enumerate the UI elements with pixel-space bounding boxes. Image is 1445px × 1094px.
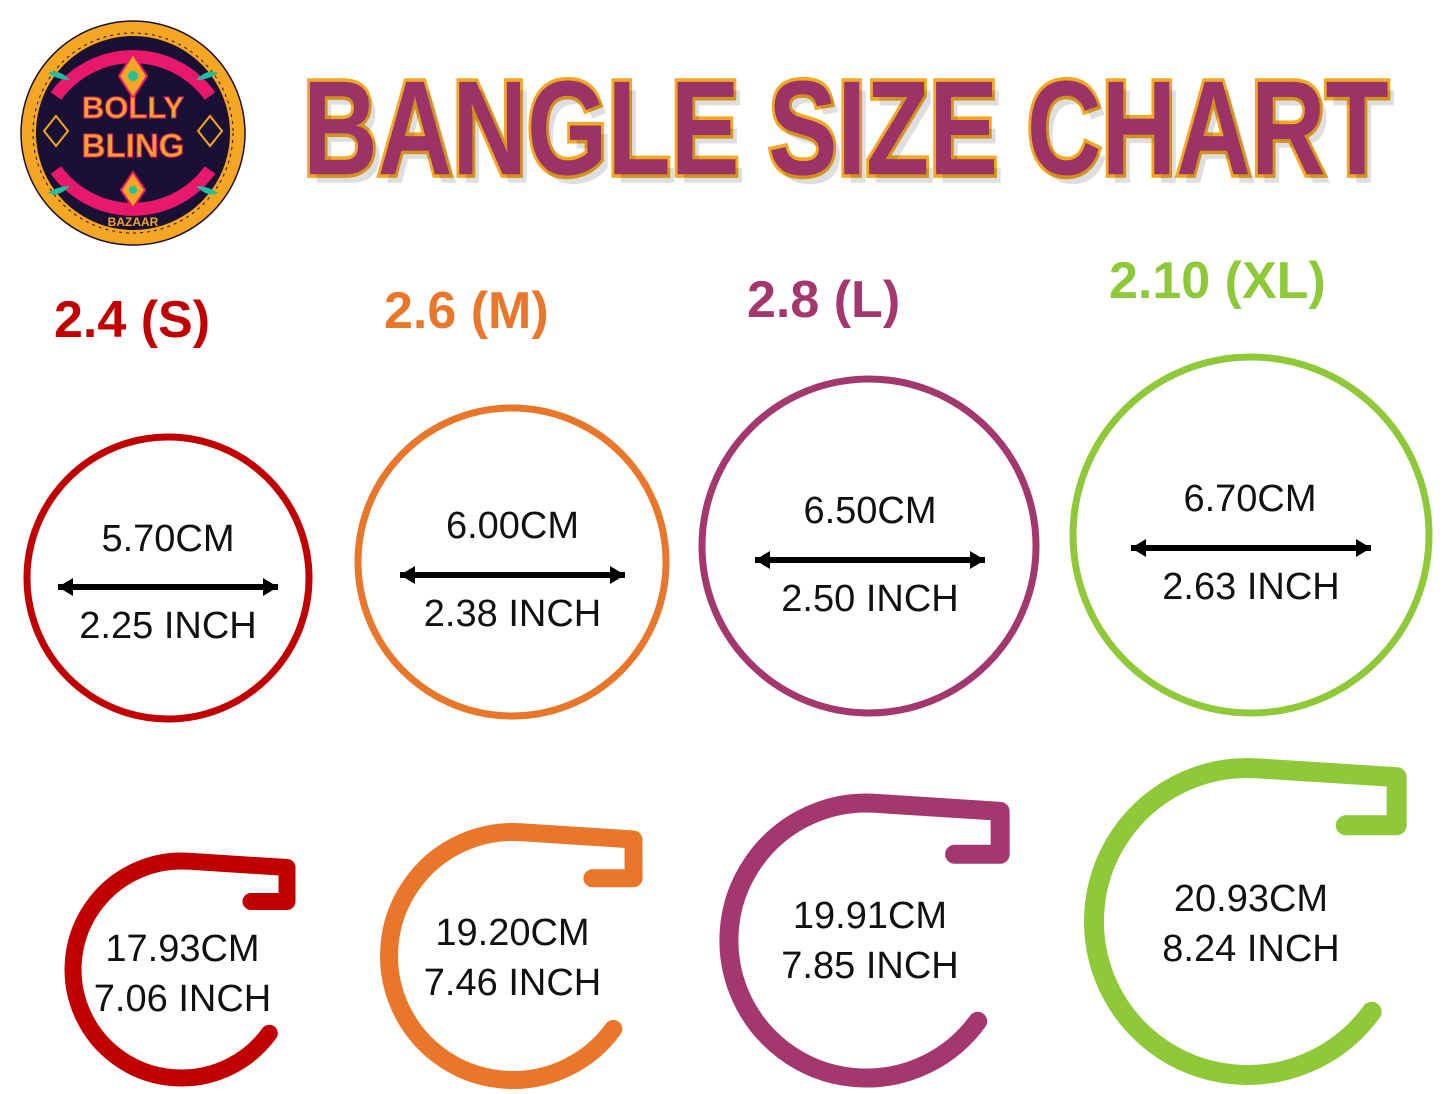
svg-text:BAZAAR: BAZAAR [108, 215, 159, 229]
svg-text:BOLLY: BOLLY [82, 90, 185, 125]
svg-text:BLING: BLING [82, 127, 185, 164]
